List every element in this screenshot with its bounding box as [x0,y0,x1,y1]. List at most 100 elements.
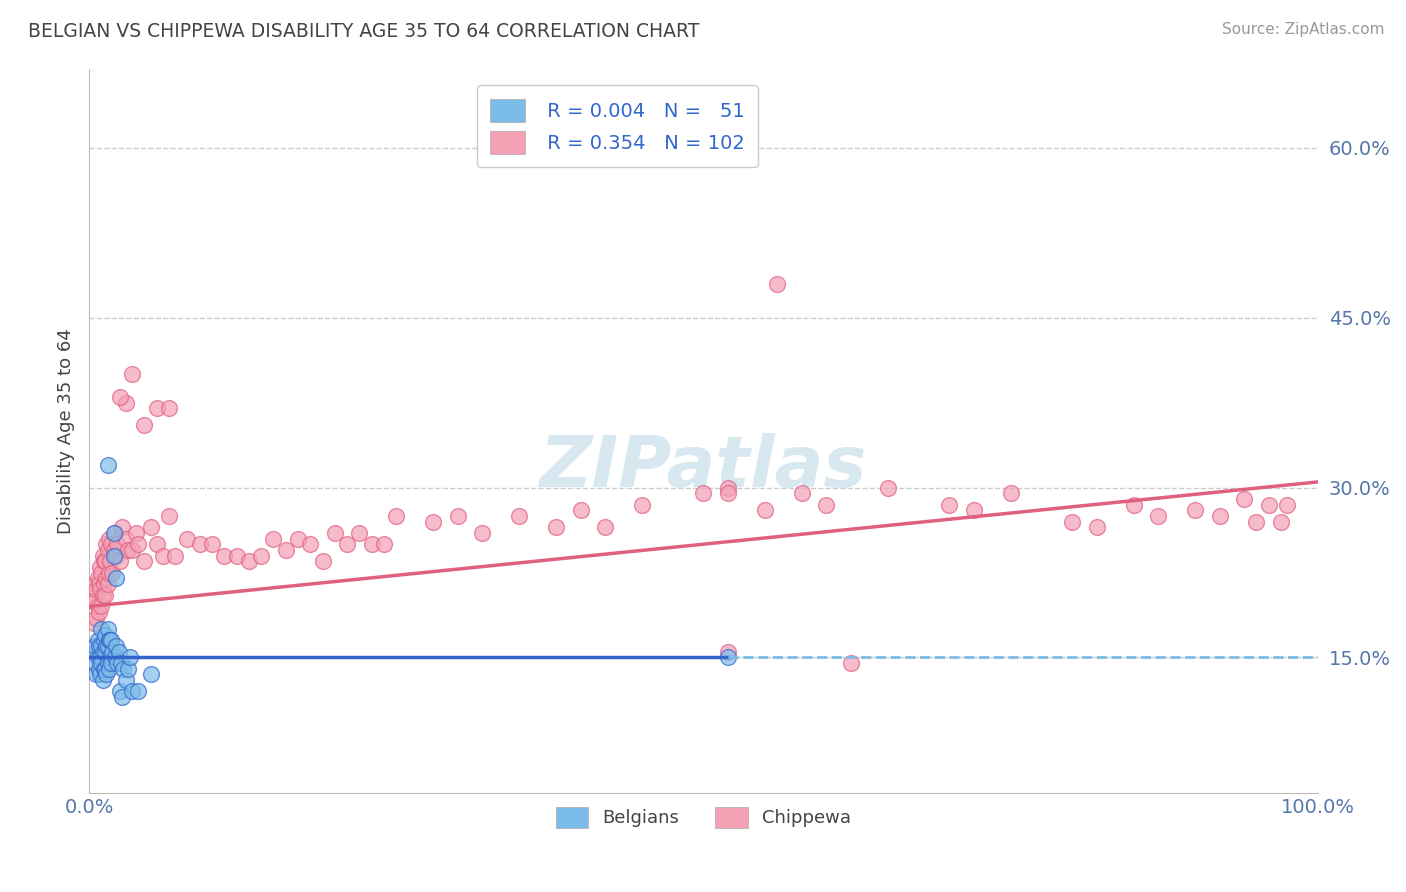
Point [631,498,654,512]
Point [111,690,134,704]
Point [110,656,132,670]
Point [1275,498,1298,512]
Point [717,645,740,659]
Point [385,508,408,523]
Point [1122,498,1144,512]
Point [134,418,156,433]
Point [593,520,616,534]
Legend: Belgians, Chippewa: Belgians, Chippewa [548,800,859,835]
Point [94,554,117,568]
Text: BELGIAN VS CHIPPEWA DISABILITY AGE 35 TO 64 CORRELATION CHART: BELGIAN VS CHIPPEWA DISABILITY AGE 35 TO… [28,22,700,41]
Point [815,498,838,512]
Point [111,520,134,534]
Point [152,549,174,563]
Point [91,588,114,602]
Point [938,498,960,512]
Point [86,571,108,585]
Point [86,650,108,665]
Point [108,554,131,568]
Point [104,525,127,540]
Point [360,537,382,551]
Point [97,566,120,580]
Point [89,667,111,681]
Point [96,622,118,636]
Point [422,515,444,529]
Point [1233,491,1256,506]
Point [94,588,117,602]
Point [98,554,121,568]
Point [839,656,862,670]
Point [145,537,167,551]
Point [97,662,120,676]
Point [349,525,371,540]
Point [717,650,740,665]
Point [311,554,333,568]
Point [93,662,115,676]
Y-axis label: Disability Age 35 to 64: Disability Age 35 to 64 [58,328,75,533]
Point [87,577,110,591]
Point [91,673,114,687]
Point [87,639,110,653]
Point [105,571,128,585]
Point [544,520,567,534]
Point [274,542,297,557]
Point [96,667,118,681]
Point [127,537,149,551]
Point [112,662,135,676]
Point [86,667,108,681]
Point [98,633,121,648]
Point [766,277,789,291]
Point [692,486,714,500]
Point [508,508,530,523]
Point [87,662,110,676]
Point [90,656,112,670]
Point [139,520,162,534]
Point [287,532,309,546]
Point [97,532,120,546]
Point [105,549,128,563]
Point [323,525,346,540]
Point [97,633,120,648]
Point [250,549,273,563]
Point [101,645,124,659]
Point [299,537,322,551]
Point [790,486,813,500]
Point [569,503,592,517]
Point [117,662,139,676]
Point [754,503,776,517]
Point [1000,486,1022,500]
Text: Source: ZipAtlas.com: Source: ZipAtlas.com [1222,22,1385,37]
Point [84,594,107,608]
Point [90,599,112,614]
Point [96,656,118,670]
Point [105,537,128,551]
Point [90,622,112,636]
Point [118,650,141,665]
Point [105,656,128,670]
Point [336,537,359,551]
Point [238,554,260,568]
Point [447,508,470,523]
Point [86,582,108,597]
Point [84,656,107,670]
Point [176,532,198,546]
Point [1246,515,1268,529]
Point [104,650,127,665]
Point [963,503,986,517]
Point [89,650,111,665]
Text: ZIPatlas: ZIPatlas [540,433,868,501]
Point [1085,520,1108,534]
Point [89,582,111,597]
Point [108,684,131,698]
Point [115,673,138,687]
Point [201,537,224,551]
Point [107,645,129,659]
Point [94,645,117,659]
Point [86,611,108,625]
Point [96,571,118,585]
Point [84,577,107,591]
Point [84,645,107,659]
Point [471,525,494,540]
Point [89,559,111,574]
Point [98,650,121,665]
